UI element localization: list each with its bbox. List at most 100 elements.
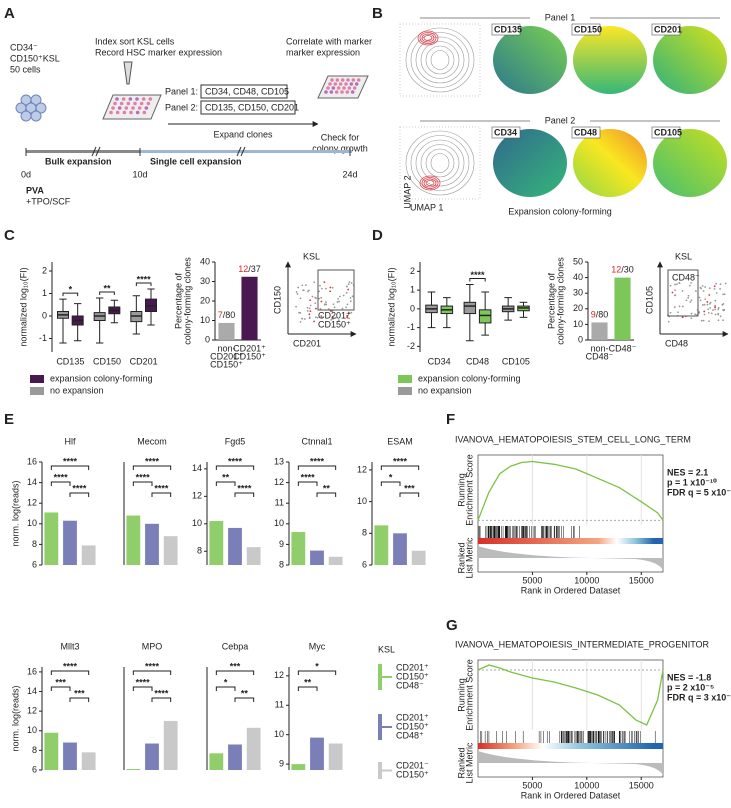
gate-label: CD48⁻ [672,272,700,282]
x-tick-label: CD105 [502,356,530,366]
plate-well [340,78,345,82]
event-dot [308,307,311,310]
density-contour [425,45,455,75]
box [463,301,477,315]
event-dot [329,286,332,289]
rank-barcode [478,743,663,749]
sig-bracket [215,481,236,486]
y-axis-label: norm. log(reads) [10,480,20,546]
event-dot [704,286,707,288]
event-dot [321,287,323,290]
event-dot [348,317,350,320]
event-dot [306,310,309,312]
event-dot [324,287,327,290]
event-dot [320,296,323,299]
event-dot [696,314,698,316]
plate-well [352,86,357,90]
marker-list: CD135, CD150, CD201 [205,102,299,112]
event-dot [678,305,681,308]
y-tick-label: 9 [279,758,284,768]
sig-bracket [297,481,318,486]
event-dot [346,303,349,306]
plate-well [144,106,149,110]
event-dot [348,281,351,283]
plate-well [137,106,142,110]
panel-letter: A [4,5,15,22]
sig-label: **** [393,456,408,466]
event-dot [685,299,688,302]
panel-letter: E [4,411,14,428]
panel-label: Panel 2: [165,102,198,112]
y-axis-label: colony-forming clones [555,257,565,345]
plate-well [335,78,340,82]
y-tick-label: 10 [192,518,202,528]
plate-well [346,78,350,82]
y-tick-label: 11 [275,700,284,710]
day-label: 0d [21,169,31,179]
density-contour [405,130,475,196]
cell-label: CD150⁺KSL [10,53,60,63]
plate-well [109,110,113,115]
event-dot [309,310,312,313]
sig-bracket [132,465,172,470]
bar [209,753,224,770]
y-tick-label: 0 [42,310,47,320]
x-tick-label: 5000 [522,780,542,790]
sig-bracket [469,278,486,282]
legend-swatch [30,387,44,395]
gate [317,269,355,311]
event-dot [687,294,690,297]
event-dot [331,315,334,318]
event-dot [296,293,299,295]
x-tick-label: 15000 [629,780,654,790]
axis-label: CD48 [665,338,688,348]
density-contour [430,153,450,173]
sig-label: ** [304,677,312,687]
bar [145,743,159,770]
event-dot [301,284,304,287]
event-dot [706,303,709,306]
event-dot [717,313,720,316]
day-label: 24d [342,169,357,179]
y-tick-label: 10 [27,725,37,735]
legend-label: expansion colony-forming [50,373,153,383]
y-tick-label: 10 [274,518,284,528]
sig-label: **** [137,274,152,284]
sig-bracket [234,697,255,702]
event-dot [334,316,337,319]
event-dot [701,285,704,287]
x-axis-label: Rank in Ordered Dataset [521,585,621,595]
event-dot [346,314,349,317]
sig-label: **** [310,456,325,466]
event-dot [694,290,697,292]
y-tick-label: 1 [42,288,47,298]
density-contour [410,32,470,88]
box [478,309,492,324]
panel-letter: D [372,227,383,244]
event-dot [311,295,314,298]
bar [163,720,178,770]
phase-label: Bulk expansion [45,156,112,166]
event-dot [723,308,726,311]
sig-label: ** [241,688,249,698]
event-dot [351,295,354,298]
sig-bracket [50,686,71,691]
axis-label: CD105 [644,286,654,314]
y-tick-label: 12 [274,477,284,487]
break-mark [236,146,246,157]
bar [614,277,631,340]
sig-bracket [50,670,90,675]
colony-contour [421,33,435,43]
y-tick-label: 11 [275,498,284,508]
denominator: /80 [596,310,609,320]
bar [63,520,77,565]
plate-well [124,106,129,110]
event-dot [303,318,306,320]
axis-label: UMAP 2 [402,175,412,208]
y-tick-label: 12 [192,491,202,501]
density-contour [430,50,450,70]
event-dot [713,285,716,288]
gate-title: KSL [675,251,692,261]
event-dot [318,290,321,293]
denominator: /37 [248,264,261,274]
